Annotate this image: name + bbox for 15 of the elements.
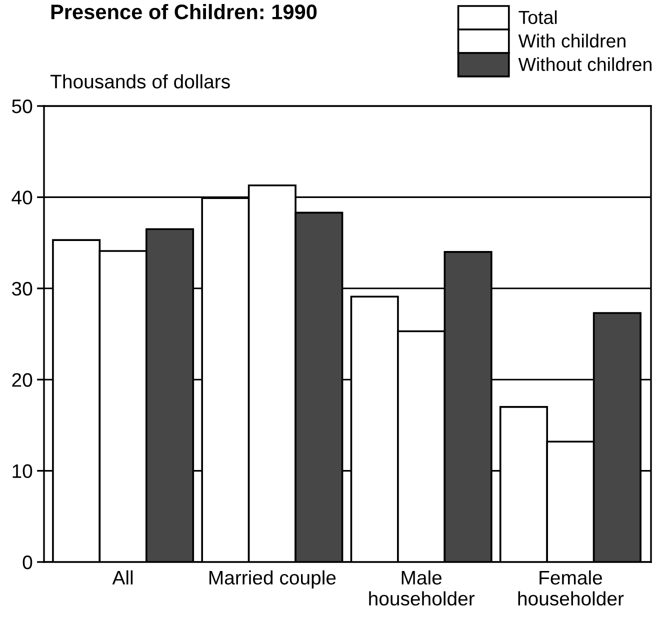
y-tick-label: 10 [12,464,32,478]
x-tick-label: Male householder [369,570,475,606]
legend-label: With children [518,34,626,48]
x-tick-label: Married couple [209,570,336,588]
x-tick-label: All [112,570,133,584]
y-tick-label: 40 [12,190,32,204]
y-axis-title: Thousands of dollars [50,74,230,88]
legend-label: Total [518,10,557,24]
y-tick-label: 0 [22,555,32,570]
x-tick-label: Female householder [518,570,624,606]
y-tick-label: 20 [12,373,32,387]
chart-title: Presence of Children: 1990 [51,4,317,20]
legend-label: Without children [518,57,652,72]
y-tick-label: 30 [12,282,32,296]
y-tick-label: 50 [12,99,32,114]
